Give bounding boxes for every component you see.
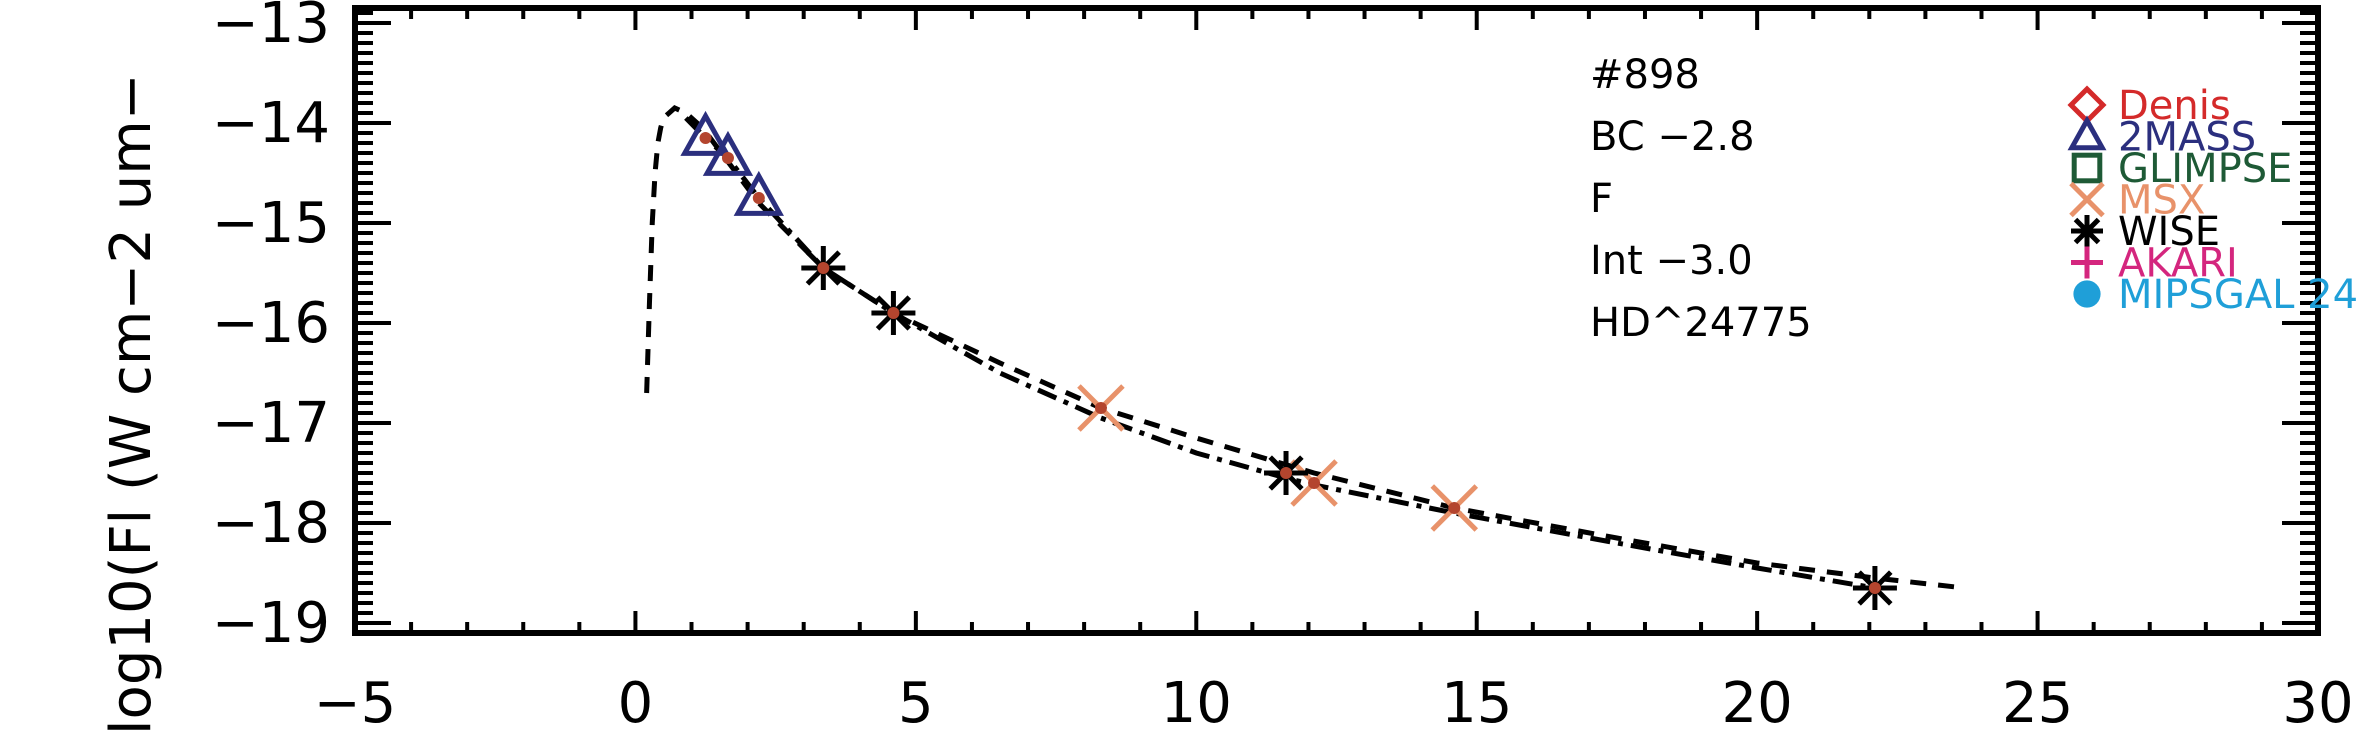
y-tick-label: −14: [212, 91, 330, 156]
x-tick-label: 0: [618, 671, 654, 736]
y-tick-label: −17: [212, 391, 330, 456]
plot-frame: [352, 5, 2321, 636]
2mass-data-point: [702, 130, 754, 176]
annotation-line: HD^24775: [1590, 300, 1812, 346]
legend-marker-wise: [2071, 215, 2103, 247]
model-point: [887, 307, 900, 319]
model-point: [699, 132, 712, 144]
model-point: [817, 262, 830, 274]
legend-marker-mipsgal-24: [2073, 280, 2101, 308]
y-tick-label: −13: [212, 0, 330, 56]
legend-label-akari: AKARI: [2118, 241, 2238, 287]
legend-label-wise: WISE: [2118, 209, 2220, 255]
annotation-line: Int −3.0: [1590, 238, 1753, 284]
legend-label-denis: Denis: [2118, 83, 2231, 129]
legend-marker-glimpse: [2071, 152, 2103, 184]
2mass-data-point: [680, 110, 731, 156]
x-tick-label: 15: [1441, 671, 1512, 736]
y-tick-label: −18: [212, 491, 330, 556]
legend-label-2mass: 2MASS: [2118, 115, 2256, 161]
star-annotations: #898 BC −2.8 F Int −3.0 HD^24775: [1590, 52, 1812, 346]
legend-label-mipsgal-24: MIPSGAL 24: [2118, 272, 2358, 318]
annotation-line: F: [1590, 176, 1613, 222]
model-point: [1280, 467, 1293, 479]
x-tick-label: 30: [2282, 671, 2353, 736]
model-point: [1308, 477, 1321, 489]
x-tick-label: 10: [1161, 671, 1232, 736]
legend-marker-msx: [2069, 181, 2105, 218]
x-tick-label: 25: [2002, 671, 2073, 736]
legend-label-msx: MSX: [2118, 178, 2205, 224]
dashdot-model-curve: [684, 116, 1876, 591]
legend-label-glimpse: GLIMPSE: [2118, 146, 2292, 192]
model-point: [1448, 502, 1461, 514]
model-point: [721, 152, 734, 164]
model-point: [1094, 402, 1107, 414]
annotation-line: #898: [1590, 52, 1700, 98]
2mass-data-point: [733, 170, 784, 216]
annotation-line: BC −2.8: [1590, 114, 1755, 160]
y-tick-label: −19: [212, 591, 330, 656]
y-tick-label: −15: [212, 191, 330, 256]
dashed-model-curve: [644, 105, 1965, 591]
model-point: [752, 192, 765, 204]
data-markers: [680, 110, 1897, 610]
model-curves: [644, 105, 1965, 591]
y-axis-label: log10(Fl (W cm−2 um−: [99, 73, 164, 735]
legend-marker-2mass: [2067, 115, 2107, 151]
legend-marker-akari: [2071, 246, 2103, 279]
x-tick-label: 5: [898, 671, 934, 736]
x-tick-label: −5: [314, 671, 397, 736]
x-tick-label: 20: [1722, 671, 1793, 736]
plot-axes: −5 0 5 10 15 20 25 30 −13 −14 −15 −16 −17 −18 −19: [212, 0, 2354, 736]
y-tick-label: −16: [212, 291, 330, 356]
model-point: [1868, 582, 1881, 594]
